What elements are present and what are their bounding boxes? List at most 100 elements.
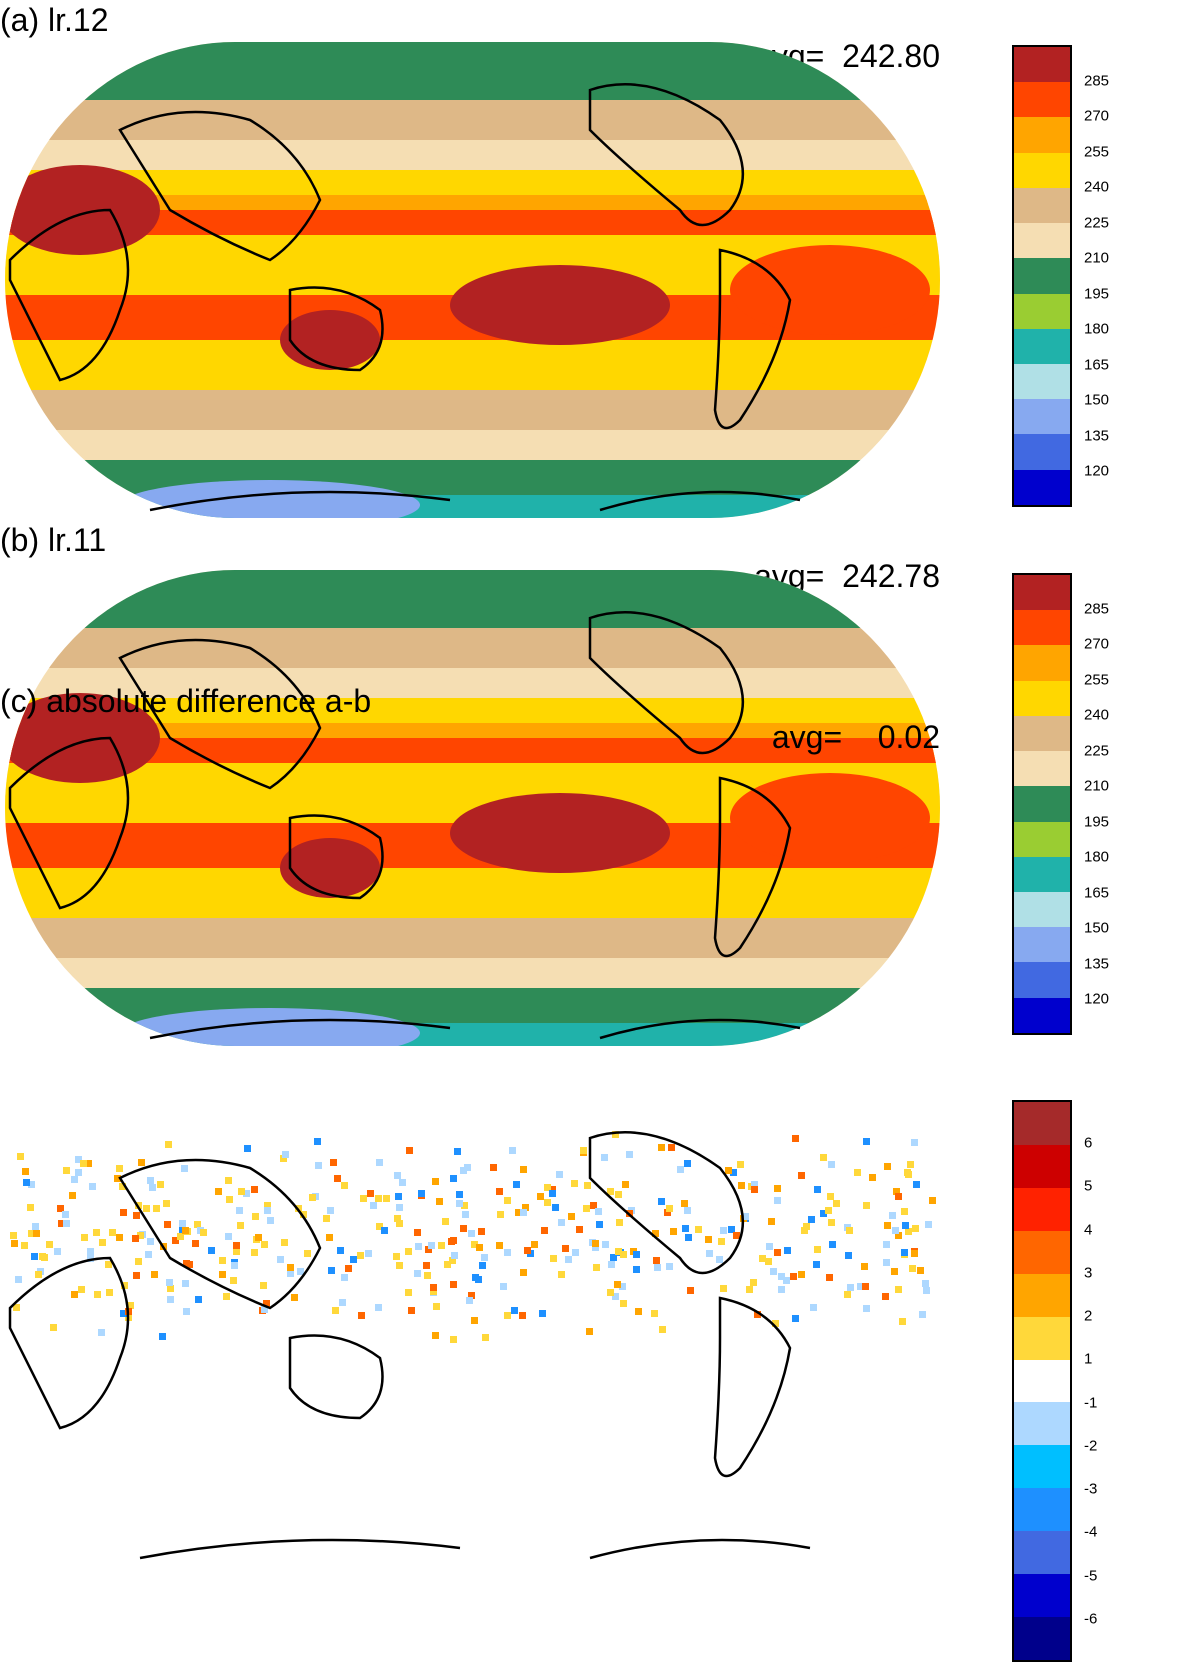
colorbar-c-swatch [1014, 1488, 1070, 1532]
difference-cell [230, 1277, 237, 1284]
colorbar-b-swatch [1014, 575, 1070, 611]
colorbar-b-tick-label: 210 [1084, 777, 1110, 795]
map-b-warm-band-n [5, 738, 940, 763]
difference-cell [496, 1188, 503, 1195]
difference-cell [929, 1197, 936, 1204]
difference-cell [287, 1264, 294, 1271]
difference-cell [330, 1159, 337, 1166]
difference-cell [460, 1167, 467, 1174]
difference-cell [738, 1182, 745, 1189]
difference-cell [58, 1220, 65, 1227]
difference-cell [687, 1287, 694, 1294]
difference-cell [149, 1184, 156, 1191]
difference-cell [684, 1160, 691, 1167]
colorbar-b-tick-label: 285 [1084, 600, 1110, 618]
difference-cell [478, 1228, 485, 1235]
difference-cell [479, 1262, 486, 1269]
difference-cell [267, 1217, 274, 1224]
difference-cell [895, 1232, 902, 1239]
difference-cell [814, 1186, 821, 1193]
map-a-coastlines [8, 83, 801, 512]
difference-cell [450, 1237, 457, 1244]
difference-cell [166, 1279, 173, 1286]
difference-cell [626, 1151, 633, 1158]
colorbar-a-tick-label: 180 [1084, 320, 1110, 338]
colorbar-b-swatch [1014, 786, 1070, 822]
colorbar-b-swatch [1014, 927, 1070, 963]
difference-cell [135, 1258, 142, 1265]
colorbar-b-swatch [1014, 680, 1070, 716]
map-b-pacific-hot [450, 793, 670, 873]
difference-cell [432, 1332, 439, 1339]
difference-cell [365, 1250, 372, 1257]
difference-cell [583, 1205, 590, 1212]
difference-cell [304, 1250, 311, 1257]
difference-cell [584, 1182, 591, 1189]
difference-cell [907, 1161, 914, 1168]
difference-cell [165, 1141, 172, 1148]
difference-cell [635, 1308, 642, 1315]
difference-cell [464, 1164, 471, 1171]
colorbar-c-swatch [1014, 1187, 1070, 1231]
difference-cell [186, 1261, 193, 1268]
difference-cell [406, 1147, 413, 1154]
colorbar-b-tick-label: 135 [1084, 955, 1110, 973]
difference-cell [93, 1229, 100, 1236]
difference-cell [846, 1227, 853, 1234]
panel-a-avg-value: 242.80 [842, 38, 940, 74]
difference-cell [423, 1262, 430, 1269]
difference-cell [334, 1175, 341, 1182]
colorbar-c-swatch [1014, 1102, 1070, 1145]
difference-cell [75, 1169, 82, 1176]
difference-cell [85, 1160, 92, 1167]
difference-cell [172, 1237, 179, 1244]
difference-cell [28, 1181, 35, 1188]
colorbar-a-swatch [1014, 328, 1070, 364]
difference-cell [814, 1246, 821, 1253]
difference-cell [291, 1294, 298, 1301]
difference-cell [62, 1211, 69, 1218]
difference-cell [94, 1291, 101, 1298]
difference-cell [539, 1310, 546, 1317]
difference-cell [670, 1228, 677, 1235]
colorbar-b-tick-label: 165 [1084, 884, 1110, 902]
difference-cell [770, 1268, 777, 1275]
difference-cell [541, 1227, 548, 1234]
difference-cell [784, 1247, 791, 1254]
colorbar-b-tick-label: 240 [1084, 706, 1110, 724]
difference-cell [350, 1256, 357, 1263]
difference-cell [565, 1256, 572, 1263]
difference-cell [471, 1241, 478, 1248]
colorbar-a-swatch [1014, 82, 1070, 118]
difference-cell [468, 1230, 475, 1237]
difference-cell [911, 1250, 918, 1257]
difference-cell [71, 1291, 78, 1298]
difference-cell [238, 1188, 245, 1195]
difference-cell [862, 1283, 869, 1290]
difference-cell [287, 1270, 294, 1277]
difference-cell [430, 1288, 437, 1295]
difference-cell [728, 1226, 735, 1233]
difference-cell [768, 1218, 775, 1225]
difference-cell [923, 1287, 930, 1294]
difference-cell [620, 1251, 627, 1258]
panel-a-avg: avg= 242.80 [540, 2, 940, 74]
difference-cell [620, 1300, 627, 1307]
difference-cell [418, 1190, 425, 1197]
colorbar-a-swatch [1014, 223, 1070, 259]
difference-cell [544, 1184, 551, 1191]
difference-cell [277, 1256, 284, 1263]
colorbar-a-swatch [1014, 434, 1070, 470]
colorbar-c-tick-label: 2 [1084, 1307, 1093, 1325]
difference-cell [428, 1242, 435, 1249]
colorbar-a-tick-label: 270 [1084, 107, 1110, 125]
colorbar-b-tick-label: 255 [1084, 671, 1110, 689]
panel-a-title: (a) lr.12 [0, 2, 109, 38]
difference-cell [300, 1211, 307, 1218]
colorbar-panel-b [1012, 573, 1072, 1035]
difference-cell [558, 1219, 565, 1226]
difference-cell [99, 1239, 106, 1246]
difference-cell [405, 1248, 412, 1255]
difference-cell [143, 1205, 150, 1212]
difference-cell [568, 1213, 575, 1220]
